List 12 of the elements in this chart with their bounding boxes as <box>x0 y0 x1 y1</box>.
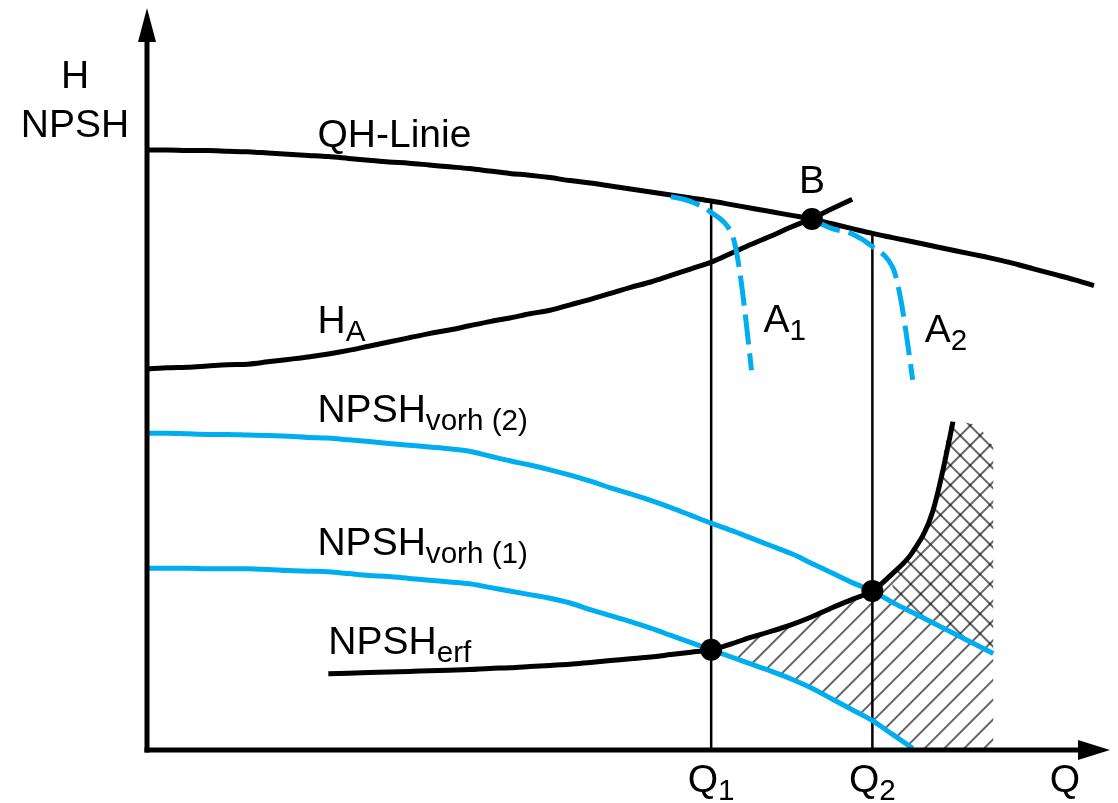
series-label: NPSH$_{vorh (1)}$ <box>317 520 528 570</box>
series-label: NPSH$_{erf}$ <box>328 618 473 668</box>
x-axis-title: Q <box>1049 757 1080 800</box>
series-label: H$_{A}$ <box>317 297 366 347</box>
series-label: A$_{1}$ <box>763 297 806 347</box>
series-label: NPSH$_{vorh (2)}$ <box>317 386 528 436</box>
x-tick-label: Q$_{1}$ <box>687 757 735 803</box>
y-axis-title: H NPSH <box>20 53 130 145</box>
x-tick-label: Q$_{2}$ <box>848 757 896 803</box>
series-label: A$_{2}$ <box>924 306 968 356</box>
series-label: B <box>798 158 825 201</box>
series-label: QH-Linie <box>317 111 472 155</box>
